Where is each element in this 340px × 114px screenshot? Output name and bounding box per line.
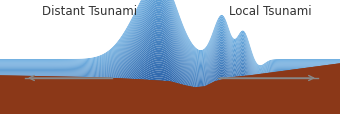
Text: Local Tsunami: Local Tsunami: [229, 5, 311, 18]
Polygon shape: [0, 64, 340, 114]
Text: Distant Tsunami: Distant Tsunami: [42, 5, 138, 18]
Polygon shape: [0, 64, 340, 114]
